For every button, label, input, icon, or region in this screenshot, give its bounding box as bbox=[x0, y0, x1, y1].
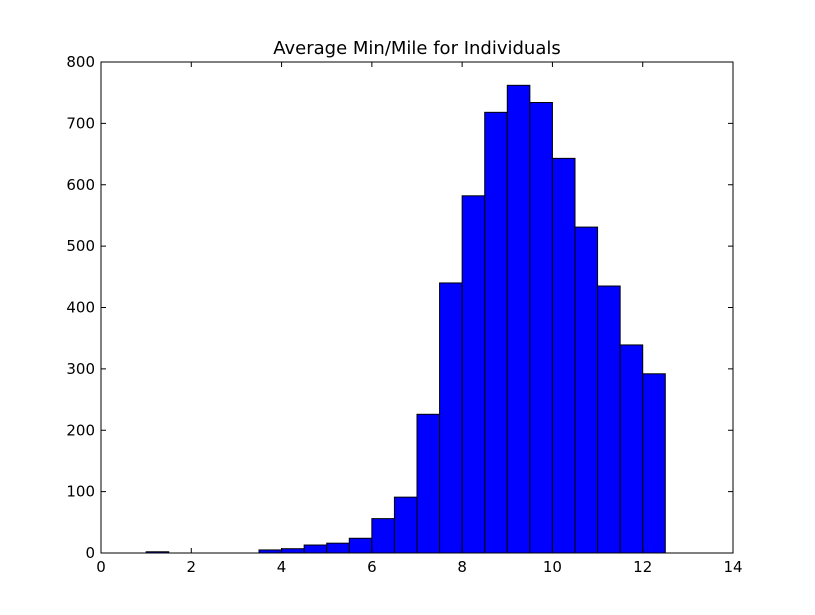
y-tick-label: 0 bbox=[85, 544, 95, 562]
chart-title: Average Min/Mile for Individuals bbox=[273, 38, 560, 59]
histogram-bar bbox=[642, 373, 666, 554]
histogram-bar bbox=[574, 226, 599, 554]
histogram-bar bbox=[461, 195, 486, 554]
y-tick-label: 500 bbox=[66, 237, 95, 255]
tick-labels-layer: 0 2 4 6 8 10 12 14 0 100 200 300 400 500 600 700 800 bbox=[66, 53, 742, 576]
x-tick-label: 14 bbox=[723, 558, 742, 576]
x-tick-label: 6 bbox=[367, 558, 377, 576]
histogram-bar bbox=[439, 282, 463, 554]
y-tick-label: 100 bbox=[66, 483, 95, 501]
histogram-bar bbox=[619, 344, 644, 554]
y-tick-label: 400 bbox=[66, 299, 95, 317]
x-tick-label: 2 bbox=[187, 558, 197, 576]
y-tick-label: 200 bbox=[66, 421, 95, 439]
histogram-bar bbox=[416, 413, 441, 554]
histogram-bar bbox=[597, 285, 621, 554]
x-tick-label: 10 bbox=[543, 558, 562, 576]
y-tick-label: 300 bbox=[66, 360, 95, 378]
histogram-bar bbox=[281, 548, 305, 554]
y-tick-label: 800 bbox=[66, 53, 95, 71]
ticks-layer bbox=[100, 61, 734, 554]
histogram-bar bbox=[529, 102, 553, 554]
histogram-bar bbox=[348, 537, 373, 554]
histogram-bar bbox=[484, 111, 508, 554]
x-tick-label: 8 bbox=[457, 558, 467, 576]
histogram-bar bbox=[371, 518, 395, 554]
histogram-bar bbox=[303, 544, 328, 554]
histogram-bar bbox=[326, 542, 350, 554]
histogram-bar bbox=[506, 84, 531, 554]
x-tick-label: 0 bbox=[96, 558, 106, 576]
y-tick-label: 700 bbox=[66, 114, 95, 132]
x-tick-label: 12 bbox=[633, 558, 652, 576]
x-tick-label: 4 bbox=[277, 558, 287, 576]
histogram-bar bbox=[551, 157, 576, 554]
bars-layer bbox=[145, 84, 666, 554]
histogram-bar bbox=[393, 496, 418, 554]
y-tick-label: 600 bbox=[66, 176, 95, 194]
